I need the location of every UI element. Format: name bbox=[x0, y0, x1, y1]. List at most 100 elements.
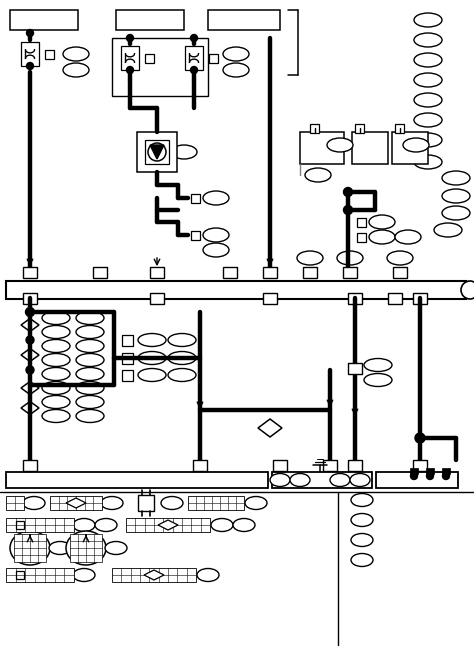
Ellipse shape bbox=[42, 340, 70, 353]
Bar bbox=[122, 353, 134, 364]
Bar bbox=[70, 534, 102, 562]
Ellipse shape bbox=[369, 230, 395, 244]
Bar bbox=[126, 518, 210, 532]
Ellipse shape bbox=[305, 168, 331, 182]
Polygon shape bbox=[150, 145, 164, 159]
Ellipse shape bbox=[23, 497, 45, 510]
Circle shape bbox=[27, 63, 34, 70]
Bar bbox=[23, 293, 37, 304]
Bar bbox=[352, 132, 388, 164]
Ellipse shape bbox=[414, 93, 442, 107]
Ellipse shape bbox=[138, 333, 166, 346]
Bar bbox=[122, 370, 134, 380]
Ellipse shape bbox=[42, 395, 70, 408]
Circle shape bbox=[443, 472, 449, 479]
Bar bbox=[357, 218, 366, 227]
Ellipse shape bbox=[42, 326, 70, 339]
Ellipse shape bbox=[414, 53, 442, 67]
Bar bbox=[93, 267, 107, 278]
Ellipse shape bbox=[387, 251, 413, 265]
Ellipse shape bbox=[49, 541, 71, 554]
Circle shape bbox=[410, 472, 418, 479]
Bar bbox=[6, 281, 466, 299]
Bar bbox=[150, 267, 164, 278]
Bar bbox=[46, 50, 55, 59]
Bar bbox=[121, 46, 139, 70]
Circle shape bbox=[26, 307, 35, 317]
Ellipse shape bbox=[161, 497, 183, 510]
Ellipse shape bbox=[42, 368, 70, 380]
Bar bbox=[393, 267, 407, 278]
Bar bbox=[357, 233, 366, 242]
Ellipse shape bbox=[73, 568, 95, 581]
Ellipse shape bbox=[76, 326, 104, 339]
Ellipse shape bbox=[395, 230, 421, 244]
Circle shape bbox=[127, 67, 134, 74]
Ellipse shape bbox=[95, 519, 117, 532]
Ellipse shape bbox=[350, 474, 370, 486]
Ellipse shape bbox=[105, 541, 127, 554]
Ellipse shape bbox=[76, 410, 104, 422]
Ellipse shape bbox=[364, 359, 392, 371]
Bar bbox=[323, 459, 337, 470]
Polygon shape bbox=[158, 520, 178, 530]
Bar bbox=[23, 459, 37, 470]
Ellipse shape bbox=[337, 251, 363, 265]
Ellipse shape bbox=[351, 494, 373, 506]
Bar bbox=[191, 231, 201, 240]
Bar bbox=[50, 496, 102, 510]
Ellipse shape bbox=[245, 497, 267, 510]
Bar bbox=[410, 468, 418, 474]
Ellipse shape bbox=[148, 143, 166, 161]
Ellipse shape bbox=[101, 497, 123, 510]
Circle shape bbox=[344, 205, 353, 214]
Bar bbox=[16, 521, 24, 529]
Ellipse shape bbox=[442, 206, 470, 220]
Ellipse shape bbox=[171, 145, 197, 159]
Circle shape bbox=[344, 187, 353, 196]
Ellipse shape bbox=[203, 191, 229, 205]
Circle shape bbox=[191, 67, 198, 74]
Bar bbox=[348, 362, 362, 373]
Bar bbox=[210, 54, 219, 63]
Bar bbox=[263, 293, 277, 304]
Ellipse shape bbox=[351, 554, 373, 567]
Bar bbox=[21, 42, 39, 66]
Ellipse shape bbox=[327, 138, 353, 152]
Ellipse shape bbox=[364, 373, 392, 386]
Bar bbox=[191, 194, 201, 202]
Ellipse shape bbox=[414, 133, 442, 147]
Ellipse shape bbox=[414, 33, 442, 47]
Polygon shape bbox=[21, 382, 39, 395]
Ellipse shape bbox=[203, 243, 229, 257]
Ellipse shape bbox=[76, 340, 104, 353]
Bar bbox=[426, 468, 434, 474]
Bar bbox=[395, 123, 404, 132]
Circle shape bbox=[127, 34, 134, 41]
Bar bbox=[263, 267, 277, 278]
Circle shape bbox=[191, 34, 198, 41]
Bar bbox=[185, 46, 203, 70]
Ellipse shape bbox=[211, 519, 233, 532]
Bar bbox=[188, 496, 244, 510]
Circle shape bbox=[26, 336, 34, 344]
Ellipse shape bbox=[42, 311, 70, 324]
Bar bbox=[392, 132, 428, 164]
Bar bbox=[145, 140, 169, 164]
Bar bbox=[442, 468, 450, 474]
Ellipse shape bbox=[223, 47, 249, 61]
Ellipse shape bbox=[76, 353, 104, 366]
Ellipse shape bbox=[290, 474, 310, 486]
Bar bbox=[310, 123, 319, 132]
Bar bbox=[223, 267, 237, 278]
Bar bbox=[388, 293, 402, 304]
Bar bbox=[16, 571, 24, 579]
Ellipse shape bbox=[63, 63, 89, 77]
Ellipse shape bbox=[403, 138, 429, 152]
Ellipse shape bbox=[66, 531, 106, 565]
Bar bbox=[6, 568, 74, 582]
Ellipse shape bbox=[351, 534, 373, 547]
Polygon shape bbox=[21, 318, 39, 331]
Bar bbox=[14, 534, 46, 562]
Ellipse shape bbox=[442, 171, 470, 185]
